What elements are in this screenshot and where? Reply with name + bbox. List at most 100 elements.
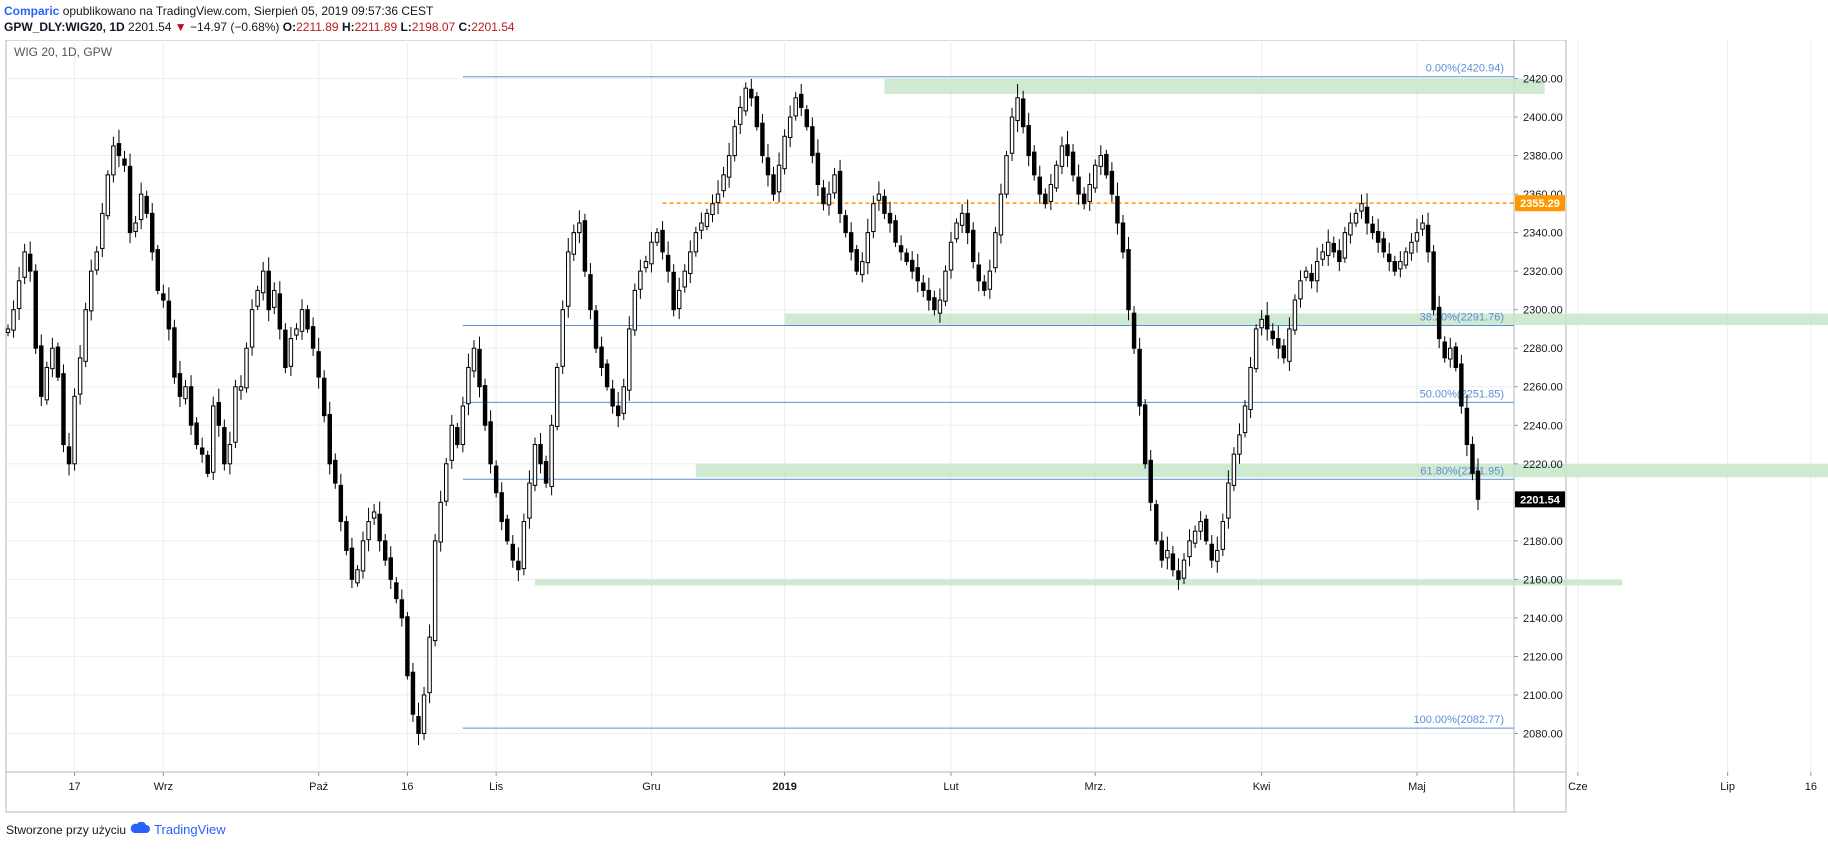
candle-body <box>199 447 205 455</box>
candle-body <box>948 241 954 271</box>
x-tick-label: Wrz <box>154 781 173 793</box>
candle-body <box>521 521 527 570</box>
candle-body <box>155 249 160 291</box>
candle-body <box>516 560 521 571</box>
candle-body <box>188 386 194 426</box>
candle-body <box>1331 242 1336 253</box>
candle-body <box>554 366 560 427</box>
candle-body <box>183 386 188 400</box>
fib-label: 100.00%(2082.77) <box>1413 714 1504 726</box>
candle-body <box>1303 270 1309 278</box>
candle-body <box>471 347 477 372</box>
candle-body <box>621 386 626 414</box>
support-zone <box>695 463 1828 478</box>
candle-body <box>310 326 316 349</box>
candle-body <box>1259 318 1264 329</box>
candle-body <box>111 145 116 176</box>
tradingview-link[interactable]: TradingView <box>154 822 226 837</box>
chart-area[interactable]: 0.00%(2420.94)38.20%(2291.76)50.00%(2251… <box>0 40 1828 815</box>
candle-body <box>610 388 615 407</box>
candle-body <box>577 222 582 234</box>
candle-body <box>593 310 599 349</box>
candle-body <box>987 270 993 290</box>
candle-body <box>1131 312 1137 349</box>
candle-body <box>338 484 344 523</box>
candle-body <box>1459 363 1464 407</box>
candle-body <box>294 328 299 336</box>
candle-body <box>377 513 382 542</box>
price-axis[interactable]: 2420.002400.002380.002360.002340.002320.… <box>1514 74 1565 741</box>
candle-body <box>238 386 244 391</box>
candle-body <box>194 422 199 446</box>
y-tick-label: 2340.00 <box>1523 228 1563 240</box>
candle-body <box>133 222 138 232</box>
candle-body <box>455 427 460 446</box>
y-tick-label: 2100.00 <box>1523 690 1563 702</box>
candle-body <box>205 454 210 474</box>
candle-body <box>216 402 222 426</box>
candle-body <box>1270 330 1275 340</box>
candle-body <box>449 424 454 461</box>
x-tick-label: 16 <box>1805 781 1817 793</box>
candle-body <box>865 232 871 264</box>
x-tick-label: Cze <box>1568 781 1588 793</box>
candle-body <box>172 327 177 378</box>
open-label: O: <box>282 20 297 34</box>
candle-body <box>211 405 216 473</box>
candle-body <box>710 203 715 216</box>
close-value: 2201.54 <box>471 20 515 34</box>
candle-body <box>510 543 516 561</box>
candle-body <box>1081 193 1087 205</box>
candle-body <box>1065 144 1070 157</box>
candle-body <box>843 215 848 234</box>
candle-body <box>848 232 854 253</box>
candle-body <box>360 540 366 572</box>
candle-body <box>233 386 238 443</box>
y-tick-label: 2120.00 <box>1523 651 1563 663</box>
candle-body <box>538 444 543 465</box>
candle-body <box>1353 212 1359 224</box>
candle-body <box>882 195 887 214</box>
candle-body <box>771 174 776 195</box>
candle-body <box>255 289 260 307</box>
last-price-tag <box>1515 491 1565 508</box>
time-axis[interactable]: 17 Wrz Paź 16 Lis Gru 2019 Lut Mrz. Kwi Maj Cze Lip 1… <box>68 772 1828 793</box>
candle-body <box>1409 241 1414 254</box>
candle-body <box>1431 251 1436 311</box>
candle-body <box>1148 459 1153 503</box>
candle-body <box>643 261 649 269</box>
fib-label: 61.80%(2211.95) <box>1420 465 1504 477</box>
candle-body <box>327 413 332 465</box>
candle-body <box>366 521 371 541</box>
candle-body <box>566 251 571 307</box>
candle-body <box>1348 222 1353 236</box>
candle-body <box>676 289 682 310</box>
candle-body <box>50 347 55 370</box>
candle-body <box>632 289 638 331</box>
candle-body <box>1453 346 1459 368</box>
candle-body <box>72 395 77 465</box>
candle-body <box>1126 249 1131 311</box>
y-tick-label: 2140.00 <box>1523 613 1563 625</box>
candle-body <box>22 251 27 278</box>
candle-body <box>1398 261 1403 270</box>
candle-body <box>1281 345 1287 359</box>
candle-body <box>804 109 810 128</box>
candle-body <box>765 157 771 176</box>
candle-body <box>227 444 233 465</box>
candle-body <box>405 616 410 677</box>
candle-body <box>738 106 743 125</box>
candle-body <box>1109 170 1115 195</box>
fib-label: 0.00%(2420.94) <box>1426 63 1504 75</box>
candle-body <box>926 289 932 301</box>
y-tick-label: 2180.00 <box>1523 536 1563 548</box>
candle-body <box>1198 521 1203 532</box>
candle-body <box>1070 151 1076 176</box>
candle-body <box>1165 549 1170 559</box>
candle-body <box>382 540 388 561</box>
candle-body <box>1026 125 1031 157</box>
x-tick-label: 16 <box>401 781 413 793</box>
author-link[interactable]: Comparic <box>4 4 60 18</box>
candle-body <box>660 229 665 253</box>
chart-header: Comparic opublikowano na TradingView.com… <box>4 3 515 35</box>
